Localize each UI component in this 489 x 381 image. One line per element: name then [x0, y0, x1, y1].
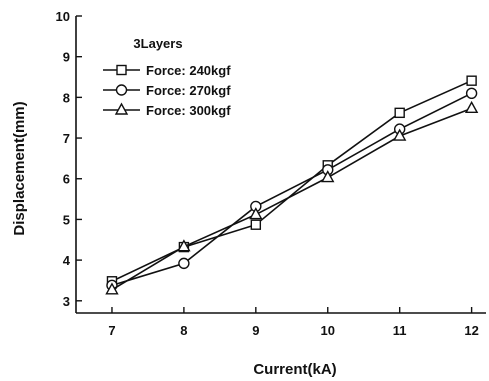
y-tick-label: 9	[63, 50, 70, 65]
series-triangle	[105, 100, 479, 295]
series-line	[111, 79, 472, 282]
legend-label: Force: 240kgf	[146, 63, 231, 78]
x-tick-label: 9	[252, 323, 259, 338]
series-square	[106, 75, 477, 287]
y-tick-label: 10	[56, 9, 70, 24]
x-axis-label: Current(kA)	[253, 361, 336, 378]
y-tick-label: 8	[63, 90, 70, 105]
axes	[75, 16, 486, 314]
series-line	[111, 92, 472, 287]
y-tick-label: 5	[63, 212, 70, 227]
x-tick-label: 12	[464, 323, 478, 338]
data-point-triangle	[249, 207, 263, 220]
legend-label: Force: 270kgf	[146, 83, 231, 98]
data-point-triangle	[177, 239, 191, 252]
legend-item: Force: 300kgf	[103, 102, 231, 118]
x-tick-label: 8	[180, 323, 187, 338]
y-axis-label: Displacement(mm)	[11, 101, 28, 235]
ticks: 3 4 5 6 7 8 9 10 7 8 9 10 11 12	[56, 9, 479, 338]
x-tick-label: 7	[108, 323, 115, 338]
data-point-triangle	[464, 100, 479, 114]
data-point-triangle	[393, 128, 407, 141]
data-point-circle	[465, 87, 478, 100]
legend-label: Force: 300kgf	[146, 103, 231, 118]
series-group	[105, 75, 479, 295]
series-line	[111, 107, 472, 291]
y-tick-label: 4	[63, 253, 71, 268]
x-tick-label: 11	[393, 323, 407, 338]
data-point-square	[394, 107, 405, 119]
y-tick-label: 7	[63, 131, 70, 146]
data-point-circle	[178, 257, 190, 270]
y-tick-label: 6	[63, 172, 70, 187]
legend-item: Force: 270kgf	[103, 83, 231, 98]
legend: 3Layers Force: 240kgf Force: 270kgf Force: …	[103, 36, 231, 118]
y-tick-label: 3	[63, 294, 70, 309]
data-point-triangle	[321, 170, 335, 183]
data-point-triangle	[105, 282, 119, 295]
series-circle	[106, 87, 478, 292]
legend-marker-square	[116, 64, 127, 76]
x-tick-label: 10	[321, 323, 335, 338]
legend-title: 3Layers	[133, 36, 182, 51]
data-point-square	[466, 75, 477, 86]
legend-marker-triangle	[114, 102, 129, 115]
data-point-square	[250, 219, 262, 230]
legend-marker-circle	[115, 84, 128, 96]
legend-item: Force: 240kgf	[103, 63, 231, 78]
